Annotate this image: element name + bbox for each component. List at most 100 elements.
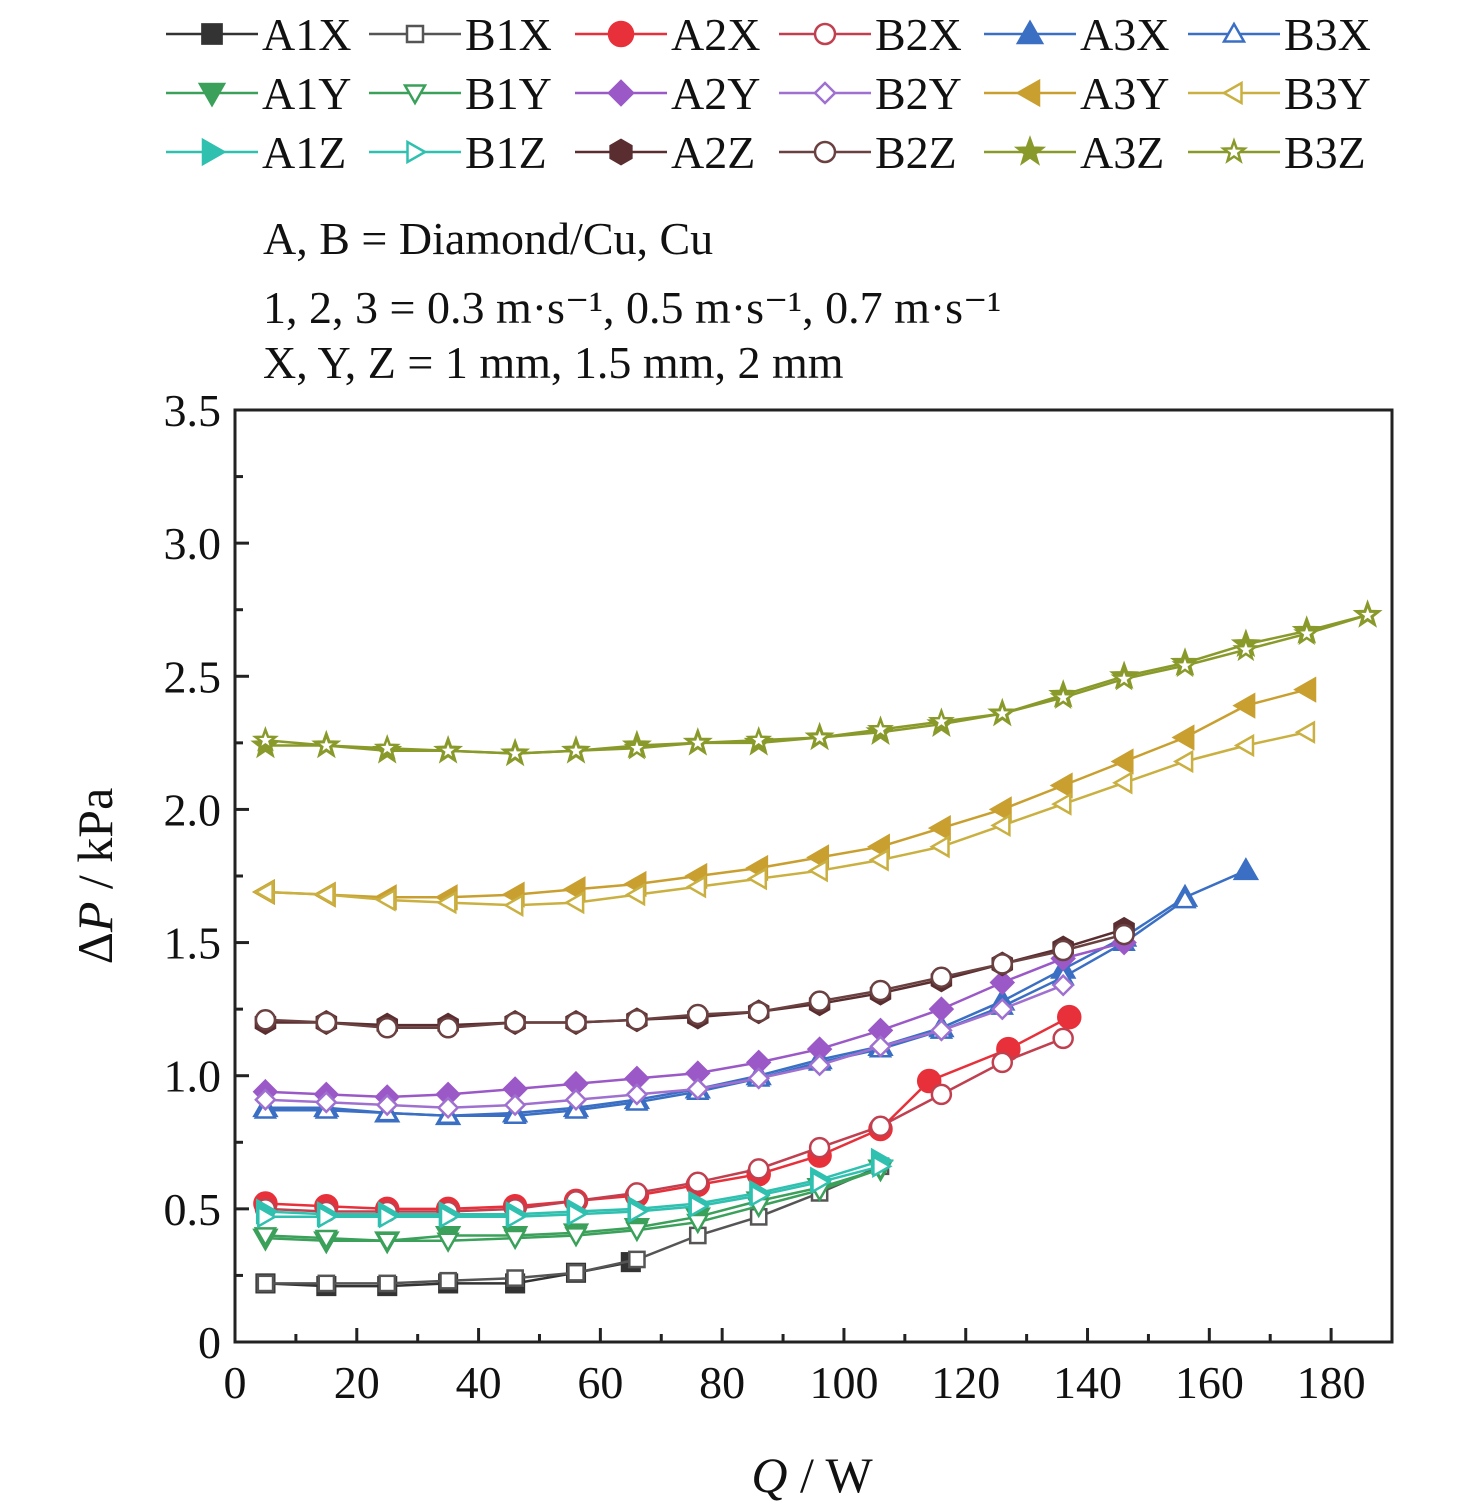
y-tick-label: 3.0 <box>164 518 222 569</box>
data-point-B2Z <box>254 1009 277 1031</box>
data-point-B3Y <box>746 867 768 891</box>
data-point-B1Z <box>811 1170 832 1194</box>
data-point-B2Y <box>564 1088 588 1111</box>
series-B3Z <box>251 600 1382 766</box>
data-point-B2Y <box>315 1091 338 1114</box>
legend-item-A2Z: A2Z <box>575 127 755 178</box>
legend-marker <box>1221 21 1247 43</box>
y-axis-title: ΔP / kPa <box>67 788 123 965</box>
data-point-B1Z <box>439 1205 461 1229</box>
data-point-B2Z <box>565 1011 587 1034</box>
data-point-B1Z <box>689 1194 710 1218</box>
data-point-B3Y <box>990 813 1011 838</box>
legend-label: A2Y <box>671 68 760 119</box>
data-point-B2Y <box>375 1093 399 1117</box>
data-point-B3Z <box>866 715 894 742</box>
x-tick-label: 40 <box>456 1357 502 1408</box>
data-point-B1Z <box>378 1205 400 1229</box>
data-point-B1Z <box>506 1205 528 1229</box>
legend-label: B2X <box>875 9 962 60</box>
data-point-B3Y <box>807 859 828 883</box>
data-point-A2Y <box>928 996 955 1022</box>
data-point-B3Z <box>988 699 1016 726</box>
legend-marker <box>197 82 227 108</box>
legend-label: B1X <box>465 9 552 60</box>
data-point-B1Z <box>750 1183 771 1208</box>
data-point-B3X <box>1173 887 1197 909</box>
data-point-B3Y <box>624 882 646 907</box>
legend-label: B3X <box>1284 9 1371 60</box>
data-point-B3Y <box>503 893 524 917</box>
data-point-B2Z <box>687 1003 709 1026</box>
legend-item-A1Y: A1Y <box>166 68 351 119</box>
data-point-B2X <box>747 1158 770 1180</box>
legend-item-B3Y: B3Y <box>1188 68 1371 119</box>
data-point-A3Y <box>1171 724 1195 751</box>
data-point-B1Y <box>436 1232 460 1253</box>
data-point-B2X <box>991 1051 1014 1074</box>
series-B3X <box>253 887 1197 1125</box>
legend-marker <box>607 20 635 48</box>
x-tick-label: 80 <box>699 1357 745 1408</box>
y-tick-label: 0.5 <box>164 1184 222 1235</box>
data-point-A3Y <box>1049 772 1073 799</box>
data-point-B3Z <box>501 739 529 766</box>
legend-marker <box>609 138 633 166</box>
data-point-A3Y <box>1293 676 1317 703</box>
legend-marker <box>402 84 428 106</box>
data-point-B2X <box>1052 1027 1074 1050</box>
data-point-B3Z <box>312 731 340 758</box>
y-tick-label: 0 <box>198 1317 221 1368</box>
data-point-B2Y <box>869 1035 892 1058</box>
x-tick-label: 120 <box>931 1357 1000 1408</box>
data-point-B1Y <box>564 1227 588 1248</box>
data-point-B1Y <box>314 1229 338 1251</box>
legend-marker <box>201 23 223 45</box>
data-point-B2Y <box>930 1019 953 1042</box>
x-tick-label: 180 <box>1297 1357 1366 1408</box>
legend-marker <box>607 79 635 107</box>
data-point-B1X <box>256 1274 275 1293</box>
legend-label: A1Y <box>262 68 351 119</box>
legend-item-A3Y: A3Y <box>984 68 1169 119</box>
data-point-B1Z <box>257 1205 278 1229</box>
axis-ticks: 0 20 40 60 80 100 120 140 160 180 0 0.5 1.0 1.5 2.0 2.5… <box>164 385 1366 1408</box>
data-point-B1X <box>506 1269 524 1287</box>
note-line-3: X, Y, Z = 1 mm, 1.5 mm, 2 mm <box>263 337 844 388</box>
data-point-B1Y <box>625 1221 649 1243</box>
data-point-B2Y <box>991 997 1014 1021</box>
x-tick-label: 140 <box>1053 1357 1122 1408</box>
legend-item-B3X: B3X <box>1188 9 1371 60</box>
legend-item-B3Z: B3Z <box>1188 127 1366 178</box>
data-point-B2Y <box>254 1088 277 1111</box>
data-point-A3Y <box>927 814 951 842</box>
legend-marker <box>405 24 425 44</box>
legend-marker <box>813 22 837 46</box>
data-point-B1Z <box>628 1199 649 1224</box>
data-point-B1X <box>317 1274 336 1293</box>
data-point-B2X <box>869 1115 892 1138</box>
legend-item-A1X: A1X <box>166 9 351 60</box>
data-point-B1Z <box>567 1202 589 1226</box>
legend-label: A3Y <box>1080 68 1169 119</box>
data-point-B3Y <box>436 890 457 915</box>
data-point-B3Y <box>1294 720 1316 744</box>
data-point-B1X <box>567 1263 585 1282</box>
data-point-B2Z <box>626 1009 648 1031</box>
legend-item-B2Y: B2Y <box>779 68 962 119</box>
data-point-B3Z <box>684 728 712 755</box>
legend-label: A3Z <box>1080 127 1164 178</box>
x-tick-label: 20 <box>334 1357 380 1408</box>
data-point-B2Z <box>315 1011 338 1034</box>
data-point-B2Y <box>503 1093 527 1117</box>
data-point-B2Y <box>436 1096 460 1119</box>
legend-item-A3Z: A3Z <box>984 127 1164 178</box>
data-point-B3Y <box>314 882 335 907</box>
plot-frame <box>233 408 1394 1344</box>
series-B2Y <box>254 973 1075 1119</box>
data-point-B2Z <box>930 966 953 988</box>
data-point-B3Y <box>253 880 274 904</box>
legend-label: A2X <box>671 9 760 60</box>
legend-label: A2Z <box>671 127 755 178</box>
